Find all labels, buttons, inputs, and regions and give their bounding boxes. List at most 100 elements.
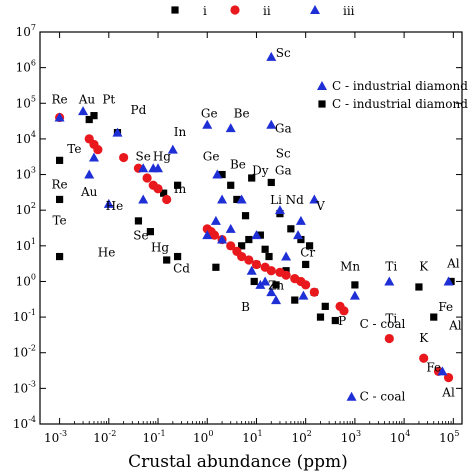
data-point-triangle <box>246 265 257 275</box>
data-point-triangle <box>217 194 228 204</box>
data-point-triangle <box>84 169 95 179</box>
data-point-circle <box>419 353 429 363</box>
x-tick-exponent: 3 <box>356 429 361 438</box>
x-tick-base: 10 <box>93 431 108 445</box>
y-tick-label: 10-3 <box>13 379 36 395</box>
legend-item-iii: iii <box>310 4 355 18</box>
y-tick-label: 10-1 <box>13 308 36 324</box>
data-point-square <box>163 256 171 264</box>
element-label: In <box>174 182 187 196</box>
y-tick-base: 10 <box>13 381 28 395</box>
legend-label: C - industrial diamond <box>332 79 468 93</box>
plot-area <box>39 31 463 425</box>
x-tick-base: 10 <box>193 431 208 445</box>
data-point-square <box>351 281 359 289</box>
data-point-triangle <box>281 251 292 261</box>
y-tick-base: 10 <box>16 203 31 217</box>
data-point-square <box>241 212 250 220</box>
data-point-triangle <box>271 295 282 305</box>
data-point-circle <box>209 230 220 240</box>
element-label: In <box>174 125 187 139</box>
data-point-square <box>302 260 310 269</box>
element-label: Re <box>52 178 68 192</box>
data-point-square <box>134 217 143 225</box>
data-point-square <box>272 281 280 289</box>
y-tick-base: 10 <box>16 274 31 288</box>
data-point-square <box>331 316 339 325</box>
legend-marker-square <box>318 100 326 108</box>
element-label: Au <box>80 185 98 199</box>
y-tick-exponent: 6 <box>31 59 36 68</box>
data-point-circle <box>119 152 129 163</box>
data-point-circle <box>309 287 319 297</box>
data-point-triangle <box>225 123 236 133</box>
data-point-circle <box>153 184 163 194</box>
data-point-triangle <box>266 287 277 297</box>
element-label: Hg <box>153 149 171 163</box>
y-tick-label: 105 <box>16 94 36 110</box>
data-point-triangle <box>210 215 221 225</box>
data-point-triangle <box>112 127 123 137</box>
data-point-circle <box>384 333 394 344</box>
x-tick-base: 10 <box>142 431 157 445</box>
x-tick-label: 102 <box>291 429 311 445</box>
data-point-triangle <box>274 205 285 215</box>
data-point-square <box>55 156 64 164</box>
data-point-triangle <box>167 144 178 154</box>
y-tick-exponent: 5 <box>31 94 36 103</box>
data-point-triangle <box>153 163 164 173</box>
y-tick-exponent: 2 <box>31 201 36 210</box>
legend-label: i <box>203 4 207 18</box>
data-point-triangle <box>78 106 89 116</box>
element-label: Cr <box>300 246 315 260</box>
element-label: Nd <box>286 193 305 207</box>
data-point-square <box>261 245 269 253</box>
element-label: Cd <box>173 261 190 275</box>
x-tick-base: 10 <box>390 431 405 445</box>
data-point-square <box>245 235 253 244</box>
x-axis: 10-3 10-2 10-1 100 101 102 103 104 105 <box>44 429 459 445</box>
x-tick-exponent: 1 <box>258 429 263 438</box>
legend-label: iii <box>343 4 355 18</box>
x-tick-base: 10 <box>44 431 59 445</box>
y-tick-label: 104 <box>16 130 36 146</box>
data-point-triangle <box>266 119 277 129</box>
legend-marker-triangle <box>317 81 327 90</box>
element-label: Ti <box>385 260 397 274</box>
element-label: B <box>241 300 250 314</box>
y-tick-label: 10-4 <box>13 415 36 431</box>
x-axis-title: Crustal abundance (ppm) <box>128 452 348 472</box>
x-tick-label: 100 <box>193 429 213 445</box>
y-tick-label: 107 <box>16 23 36 39</box>
x-tick-label: 10-3 <box>44 429 67 445</box>
data-point-circle <box>162 194 172 205</box>
data-point-triangle <box>88 152 99 162</box>
data-point-square <box>238 242 246 250</box>
element-label: Re <box>52 92 68 106</box>
element-label: K <box>419 331 429 345</box>
data-point-square <box>305 242 314 250</box>
data-point-triangle <box>202 119 213 129</box>
x-tick-exponent: 4 <box>405 429 410 438</box>
y-tick-base: 10 <box>16 96 31 110</box>
data-point-triangle <box>443 276 454 286</box>
data-point-square <box>297 235 305 244</box>
y-tick-exponent: 7 <box>31 23 36 32</box>
data-point-circle <box>301 280 311 290</box>
legend-item-right-1: C - industrial diamond <box>317 79 468 93</box>
element-label: Be <box>234 106 250 120</box>
data-point-square <box>250 277 258 286</box>
plot-frame <box>39 31 463 425</box>
x-tick-label: 101 <box>242 429 262 445</box>
x-tick-exponent: 5 <box>454 429 459 438</box>
data-point-triangle <box>298 290 309 300</box>
legend-top: i ii iii <box>171 4 355 18</box>
x-tick-label: 105 <box>439 429 459 445</box>
element-label: Al <box>448 318 462 332</box>
data-point-triangle <box>217 234 228 244</box>
series-iii <box>54 51 454 376</box>
x-tick-base: 10 <box>341 431 356 445</box>
x-tick-exponent: -1 <box>158 429 166 438</box>
